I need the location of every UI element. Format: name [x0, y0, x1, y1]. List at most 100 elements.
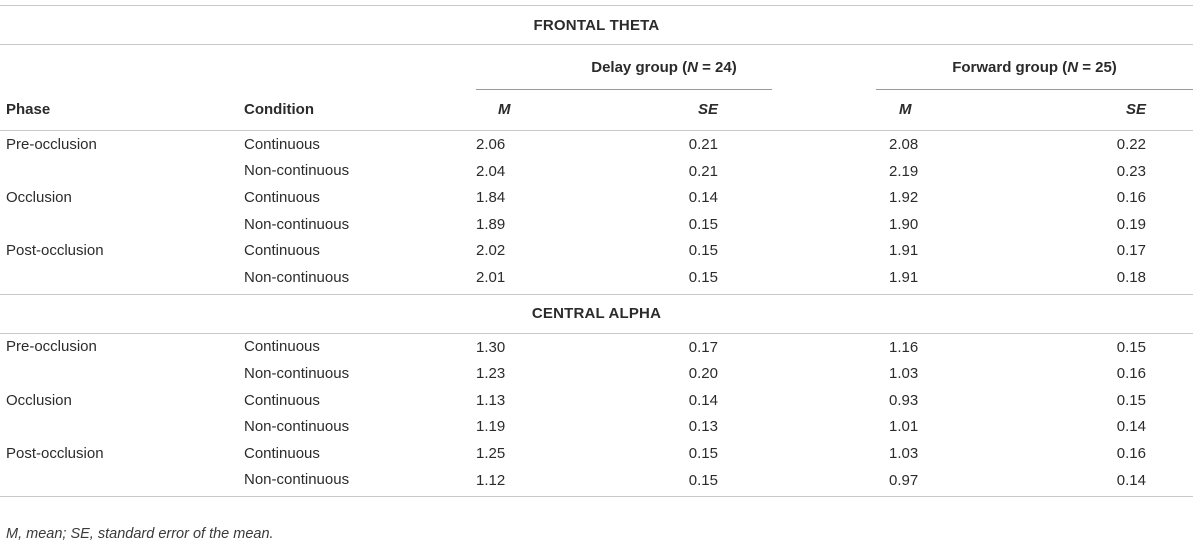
- table-body: FRONTAL THETA Delay group (N = 24) Forwa…: [0, 5, 1193, 498]
- condition-cell: Non-continuous: [244, 263, 476, 295]
- delay-se-value: 0.21: [688, 162, 718, 180]
- phase-cell: [0, 466, 244, 498]
- group-header-row: Delay group (N = 24) Forward group (N = …: [0, 44, 1193, 90]
- forward-mean-value: 1.90: [889, 215, 919, 233]
- phase-cell: [0, 211, 244, 238]
- forward-values-cell: 1.90 0.19: [876, 211, 1193, 238]
- forward-mean-value: 2.19: [889, 162, 919, 180]
- forward-se-value: 0.16: [1116, 189, 1146, 207]
- forward-values-cell: 2.08 0.22: [876, 131, 1193, 158]
- forward-mean-value: 2.08: [889, 136, 919, 153]
- condition-cell: Non-continuous: [244, 466, 476, 498]
- delay-mean-value: 1.23: [476, 365, 506, 383]
- forward-mean-value: 1.91: [889, 242, 919, 260]
- forward-se-value: 0.23: [1116, 162, 1146, 180]
- forward-mean-value: 1.92: [889, 189, 919, 207]
- delay-values-cell: 1.84 0.14: [476, 184, 772, 211]
- forward-mean-value: 1.03: [889, 365, 919, 383]
- condition-cell: Non-continuous: [244, 364, 350, 382]
- delay-se-value: 0.15: [688, 471, 718, 489]
- forward-values-cell: 1.92 0.16: [876, 184, 1193, 211]
- table-row: Post-occlusion Continuous 2.02 0.15 1.91 0.17: [0, 237, 1193, 264]
- forward-se-value: 0.18: [1116, 268, 1146, 286]
- delay-values-cell: 1.19 0.13: [476, 413, 772, 440]
- phase-cell: [0, 413, 244, 440]
- table-footnote: M, mean; SE, standard error of the mean.: [6, 526, 274, 542]
- delay-mean-value: 1.30: [476, 338, 506, 356]
- delay-values-cell: 1.89 0.15: [476, 211, 772, 238]
- column-header-row: Phase Condition M SE M SE: [0, 89, 1193, 131]
- phase-cell: Occlusion: [6, 188, 72, 206]
- delay-se-value: 0.21: [688, 136, 718, 153]
- phase-cell: Post-occlusion: [6, 444, 104, 462]
- condition-cell: Continuous: [244, 338, 320, 356]
- delay-mean-value: 1.84: [476, 189, 506, 207]
- delay-group-header: Delay group (N = 24): [476, 44, 772, 90]
- delay-se-value: 0.15: [688, 268, 718, 286]
- forward-se-value: 0.14: [1116, 471, 1146, 489]
- forward-se-value: 0.14: [1116, 418, 1146, 436]
- forward-mean-value: 1.01: [889, 418, 919, 436]
- section-heading-row: CENTRAL ALPHA: [0, 294, 1193, 334]
- forward-group-header: Forward group (N = 25): [876, 44, 1193, 90]
- condition-cell: Non-continuous: [244, 162, 350, 180]
- condition-cell: Continuous: [244, 444, 320, 462]
- section-title: CENTRAL ALPHA: [0, 294, 1193, 334]
- delay-mean-value: 1.25: [476, 444, 506, 462]
- delay-se-value: 0.15: [688, 242, 718, 260]
- forward-values-cell: 0.93 0.15: [876, 387, 1193, 414]
- forward-values-cell: 0.97 0.14: [876, 466, 1193, 498]
- table-row: Non-continuous 1.89 0.15 1.90 0.19: [0, 211, 1193, 238]
- delay-se-value: 0.14: [688, 189, 718, 207]
- delay-values-cell: 1.25 0.15: [476, 440, 772, 467]
- delay-values-cell: 2.04 0.21: [476, 158, 772, 185]
- condition-cell: Non-continuous: [244, 215, 350, 233]
- delay-values-cell: 1.12 0.15: [476, 466, 772, 498]
- table-row: Post-occlusion Continuous 1.25 0.15 1.03 0.16: [0, 440, 1193, 467]
- table-row: Occlusion Continuous 1.84 0.14 1.92 0.16: [0, 184, 1193, 211]
- table-row: Non-continuous 2.04 0.21 2.19 0.23: [0, 158, 1193, 185]
- forward-values-cell: 2.19 0.23: [876, 158, 1193, 185]
- phase-cell: [0, 158, 244, 185]
- table-row: Occlusion Continuous 1.13 0.14 0.93 0.15: [0, 387, 1193, 414]
- table-row: Non-continuous 1.12 0.15 0.97 0.14: [0, 466, 1193, 498]
- table-row: Non-continuous 1.23 0.20 1.03 0.16: [0, 360, 1193, 387]
- forward-mean-value: 1.91: [889, 268, 919, 286]
- delay-se-value: 0.20: [688, 365, 718, 383]
- forward-mean-value: 1.16: [889, 338, 919, 356]
- phase-cell: [0, 263, 244, 295]
- phase-cell: Pre-occlusion: [6, 135, 97, 153]
- condition-cell: Non-continuous: [244, 418, 350, 436]
- condition-header: Condition: [244, 89, 476, 131]
- condition-cell: Continuous: [244, 242, 320, 260]
- delay-m-header: M SE: [476, 89, 772, 131]
- phase-cell: Occlusion: [6, 391, 72, 409]
- delay-se-value: 0.15: [688, 444, 718, 462]
- delay-values-cell: 1.30 0.17: [476, 333, 772, 360]
- delay-mean-value: 1.13: [476, 391, 506, 409]
- section-heading-row: FRONTAL THETA: [0, 6, 1193, 45]
- delay-values-cell: 1.13 0.14: [476, 387, 772, 414]
- table-row: Non-continuous 2.01 0.15 1.91 0.18: [0, 263, 1193, 295]
- delay-mean-value: 1.12: [476, 471, 506, 489]
- delay-mean-value: 2.04: [476, 162, 506, 180]
- forward-se-value: 0.22: [1116, 136, 1146, 153]
- phase-cell: [0, 360, 244, 387]
- forward-values-cell: 1.16 0.15: [876, 333, 1193, 360]
- delay-mean-value: 2.01: [476, 268, 506, 286]
- delay-se-value: 0.15: [688, 215, 718, 233]
- results-table: FRONTAL THETA Delay group (N = 24) Forwa…: [0, 5, 1193, 498]
- forward-se-header: SE: [1125, 101, 1146, 118]
- delay-mean-value: 2.02: [476, 242, 506, 260]
- condition-cell: Continuous: [244, 188, 320, 206]
- forward-mean-value: 0.93: [889, 391, 919, 409]
- forward-se-value: 0.15: [1116, 338, 1146, 356]
- forward-values-cell: 1.91 0.18: [876, 263, 1193, 295]
- table-row: Pre-occlusion Continuous 2.06 0.21 2.08 0.22: [0, 131, 1193, 158]
- table-row: Pre-occlusion Continuous 1.30 0.17 1.16 0.15: [0, 333, 1193, 360]
- condition-cell: Continuous: [244, 135, 320, 153]
- section-title: FRONTAL THETA: [0, 6, 1193, 45]
- delay-mean-value: 1.89: [476, 215, 506, 233]
- forward-se-value: 0.16: [1116, 365, 1146, 383]
